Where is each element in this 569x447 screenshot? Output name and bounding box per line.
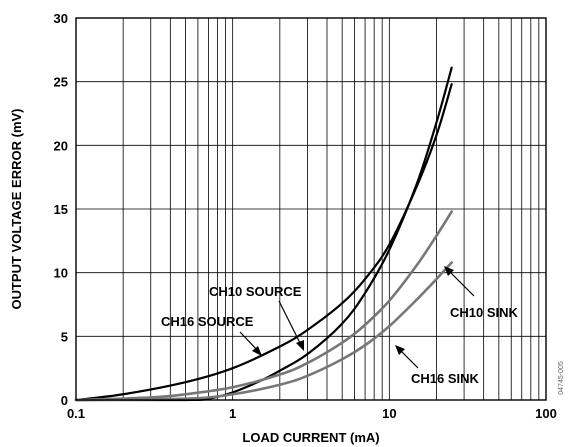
y-tick-label: 30 [54, 11, 68, 26]
x-tick-label: 0.1 [67, 406, 85, 421]
annotation-arrows [239, 266, 475, 369]
arrowhead-ch10-source [296, 340, 304, 351]
series-line-ch10-source [74, 83, 453, 402]
x-tick-label: 100 [535, 406, 557, 421]
annotation-ch16-source: CH16 SOURCE [161, 314, 254, 329]
series-lines [74, 66, 453, 402]
y-tick-label: 20 [54, 138, 68, 153]
y-tick-label: 0 [61, 393, 68, 408]
x-axis-title: LOAD CURRENT (mA) [242, 430, 379, 445]
x-tick-label: 1 [229, 406, 236, 421]
figure-id: 04745-005 [558, 361, 565, 395]
series-line-ch16-sink [74, 261, 453, 402]
y-tick-label: 5 [61, 329, 68, 344]
arrowhead-ch16-source [252, 346, 262, 356]
y-tick-labels: 0 5 10 15 20 25 30 [54, 11, 68, 408]
series-line-ch16-source [74, 66, 453, 402]
y-tick-label: 25 [54, 75, 68, 90]
arrowhead-ch10-sink [444, 266, 454, 276]
y-tick-label: 10 [54, 266, 68, 281]
series-line-ch10-sink [74, 210, 453, 402]
x-tick-labels: 0.1 1 10 100 [67, 406, 557, 421]
x-tick-label: 10 [382, 406, 396, 421]
y-axis-title: OUTPUT VOLTAGE ERROR (mV) [9, 108, 24, 309]
annotation-ch16-sink: CH16 SINK [411, 371, 480, 386]
arrow-ch10-sink [447, 269, 475, 297]
plot-frame [75, 17, 547, 401]
arrowhead-ch16-sink [395, 345, 405, 355]
arrow-ch16-sink [398, 348, 419, 369]
y-tick-label: 15 [54, 202, 68, 217]
arrow-ch10-source [278, 300, 303, 348]
annotation-ch10-source: CH10 SOURCE [209, 284, 302, 299]
annotation-ch10-sink: CH10 SINK [450, 305, 519, 320]
grid-lines [76, 18, 546, 400]
